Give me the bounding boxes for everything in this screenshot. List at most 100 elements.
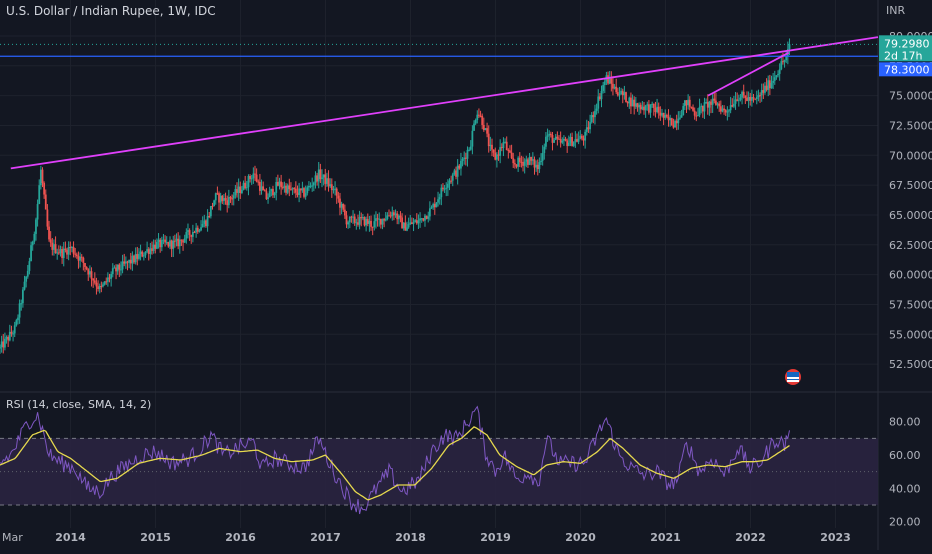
candle-body [151, 248, 153, 252]
rsi-tick-label: 80.00 [889, 416, 921, 429]
candle-body [252, 173, 255, 179]
candle-body [95, 282, 98, 287]
candle-body [180, 239, 183, 241]
candle-body [206, 216, 209, 227]
candle-body [105, 281, 108, 283]
candle-body [523, 161, 526, 166]
candle-body [468, 149, 471, 151]
candle-body [294, 188, 297, 193]
candle-body [138, 253, 140, 259]
rsi-title[interactable]: RSI (14, close, SMA, 14, 2) [6, 398, 152, 411]
candle-body [38, 185, 41, 204]
candle-body [558, 138, 560, 140]
candle-body [345, 215, 348, 225]
candle-body [28, 261, 31, 271]
candle-body [311, 185, 314, 187]
candle-body [437, 199, 439, 203]
candle-body [118, 264, 121, 270]
candle-body [384, 219, 387, 221]
candle-body [10, 331, 13, 334]
candle-body [546, 135, 549, 137]
candle-body [757, 95, 760, 98]
candle-body [662, 112, 665, 118]
candle-body [8, 331, 11, 341]
candle-body [527, 159, 529, 165]
candle-body [750, 97, 753, 101]
candle-body [48, 226, 50, 240]
candle-body [152, 244, 155, 252]
candle-body [373, 221, 376, 228]
candle-body [510, 152, 513, 159]
price-tick-label: 67.5000 [889, 179, 932, 192]
rsi-tick-label: 40.00 [889, 482, 921, 495]
candle-body [396, 213, 399, 220]
candle-body [324, 174, 327, 184]
candle-body [582, 138, 585, 141]
candle-body [177, 238, 180, 247]
candle-body [487, 133, 490, 147]
candle-body [164, 239, 166, 243]
candle-body [67, 247, 70, 255]
candle-body [111, 268, 114, 274]
candle-body [134, 254, 137, 263]
candle-body [612, 83, 614, 89]
candle-body [701, 105, 704, 112]
candles [0, 38, 791, 354]
candle-body [172, 240, 175, 249]
candle-body [690, 106, 693, 108]
countdown-text: 2d 17h [884, 49, 922, 62]
candle-body [208, 216, 211, 218]
candle-body [700, 105, 703, 107]
candle-body [502, 142, 505, 148]
candle-body [340, 203, 343, 208]
candle-body [339, 198, 341, 208]
candle-body [638, 104, 640, 108]
candle-body [564, 138, 567, 141]
candle-body [661, 112, 663, 116]
candle-body [13, 325, 16, 334]
candle-body [767, 80, 770, 90]
candle-body [424, 215, 426, 221]
candle-body [280, 181, 283, 188]
candle-body [211, 206, 214, 208]
candle-body [173, 240, 176, 242]
candle-body [121, 261, 124, 270]
candle-body [270, 188, 273, 192]
price-tick-label: 70.0000 [889, 149, 932, 162]
candle-body [335, 188, 338, 196]
candle-body [782, 61, 784, 63]
candle-body [664, 114, 667, 118]
candle-body [770, 82, 773, 89]
candle-body [286, 185, 289, 193]
candle-body [677, 118, 680, 124]
x-tick-label: 2014 [55, 531, 86, 544]
candle-body [566, 140, 569, 146]
candle-body [667, 116, 670, 121]
candle-body [404, 222, 407, 231]
candle-body [17, 317, 19, 321]
candle-body [258, 181, 261, 191]
candle-body [262, 186, 265, 191]
candle-body [154, 244, 157, 249]
candle-body [198, 230, 201, 232]
candle-body [170, 240, 173, 249]
candle-body [144, 251, 147, 256]
candle-body [675, 120, 678, 124]
candle-body [389, 215, 392, 217]
candle-body [427, 216, 430, 219]
candle-body [79, 256, 81, 261]
candle-body [563, 138, 565, 141]
candle-body [746, 97, 748, 101]
candle-body [451, 174, 454, 181]
candle-body [190, 234, 193, 237]
candle-body [268, 191, 271, 198]
candle-body [72, 247, 75, 254]
candle-body [435, 202, 438, 208]
us-flag-icon[interactable] [785, 369, 801, 385]
candle-body [394, 213, 397, 216]
candle-body [30, 245, 32, 262]
candle-body [110, 273, 113, 279]
